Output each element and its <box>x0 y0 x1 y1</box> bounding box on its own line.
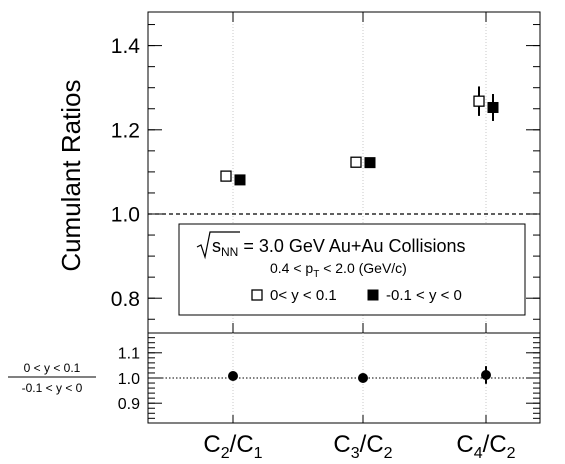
legend-title: sNN = 3.0 GeV Au+Au Collisions <box>212 236 465 259</box>
legend-box <box>178 223 526 316</box>
data-point-series-0-1 <box>350 156 362 168</box>
legend-pt-sub: T <box>313 269 319 280</box>
ratio-label-denominator: -0.1 < y < 0 <box>22 381 83 395</box>
legend-marker-open-square <box>251 289 263 301</box>
y-top-tick-label: 1.4 <box>111 35 141 58</box>
x-tick-sub: 2 <box>384 445 393 462</box>
data-point-series-0-2 <box>473 95 485 107</box>
x-tick-label-2: C4/C2 <box>456 431 515 462</box>
x-tick-sub: 2 <box>507 445 516 462</box>
x-tick-sub: 1 <box>254 445 263 462</box>
legend-title-rest: = 3.0 GeV Au+Au Collisions <box>238 236 465 256</box>
legend-entry-1: -0.1 < y < 0 <box>386 287 462 304</box>
y-top-tick-label: 0.8 <box>111 288 140 311</box>
data-point-series-0-0 <box>220 170 232 182</box>
legend-pt-suffix: < 2.0 (GeV/c) <box>319 260 407 276</box>
data-point-series-1-1 <box>364 157 376 169</box>
y-bottom-tick-label: 0.9 <box>118 396 140 413</box>
legend-pt-range: 0.4 < pT < 2.0 (GeV/c) <box>270 260 407 280</box>
data-point-series-1-0 <box>234 174 246 186</box>
x-tick-sub: 3 <box>351 445 360 462</box>
x-tick-main: C <box>203 431 220 458</box>
x-tick-label-0: C2/C1 <box>203 431 262 462</box>
legend-title-s: s <box>212 236 221 256</box>
x-tick-main: /C <box>360 431 384 458</box>
x-tick-label-1: C3/C2 <box>333 431 392 462</box>
y-top-tick-label: 1.2 <box>111 119 140 142</box>
ratio-point-2 <box>481 369 491 380</box>
y-bottom-tick-label: 1.1 <box>118 346 140 363</box>
sqrt-symbol <box>196 231 240 260</box>
legend-marker-filled-square <box>367 289 379 301</box>
x-tick-main: C <box>333 431 350 458</box>
y-bottom-tick-label: 1.0 <box>118 371 140 388</box>
x-tick-sub: 4 <box>474 445 483 462</box>
x-tick-sub: 2 <box>221 445 230 462</box>
ratio-point-1 <box>358 373 368 383</box>
y-top-tick-label: 1.0 <box>111 204 140 227</box>
x-tick-main: /C <box>483 431 507 458</box>
x-tick-main: /C <box>230 431 254 458</box>
y-axis-label: Cumulant Ratios <box>56 79 86 271</box>
legend-title-sub: NN <box>221 245 238 259</box>
ratio-point-0 <box>228 370 238 381</box>
x-tick-main: C <box>456 431 473 458</box>
data-point-series-1-2 <box>487 101 499 113</box>
ratio-label-numerator: 0 < y < 0.1 <box>24 361 81 375</box>
legend-pt-prefix: 0.4 < p <box>270 260 313 276</box>
legend-entry-0: 0< y < 0.1 <box>270 287 337 304</box>
